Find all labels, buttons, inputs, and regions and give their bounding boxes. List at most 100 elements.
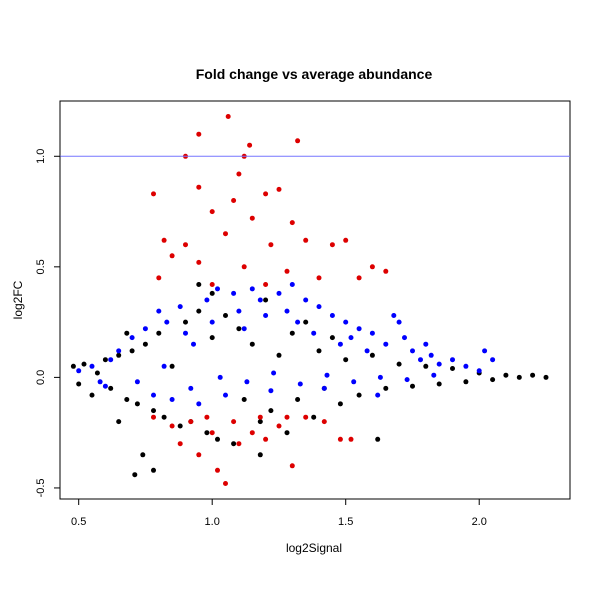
data-point-s1-22 — [257, 297, 263, 303]
data-point-s1-51 — [463, 363, 469, 369]
data-point-s2-31 — [209, 282, 215, 287]
data-point-s1-5 — [142, 326, 148, 332]
data-point-s2-18 — [268, 242, 274, 248]
data-point-s0-21 — [209, 335, 215, 341]
data-point-s1-23 — [263, 313, 269, 318]
data-point-s2-22 — [169, 253, 175, 259]
data-point-s2-23 — [196, 259, 202, 265]
data-point-s2-41 — [249, 430, 255, 436]
data-point-s2-32 — [263, 282, 269, 287]
data-point-s0-26 — [241, 397, 247, 402]
data-point-s0-31 — [276, 352, 282, 358]
data-point-s1-35 — [343, 319, 349, 325]
data-point-s2-7 — [151, 191, 156, 197]
data-point-s1-39 — [369, 330, 375, 336]
data-point-s1-61 — [244, 379, 250, 385]
data-point-s0-43 — [369, 352, 375, 358]
data-point-s0-4 — [94, 370, 100, 376]
data-point-s0-23 — [223, 313, 228, 318]
data-point-s2-13 — [249, 215, 255, 221]
data-point-s1-18 — [231, 290, 237, 296]
data-point-s0-5 — [102, 357, 108, 363]
data-point-s0-30 — [268, 408, 274, 414]
data-point-s0-65 — [116, 419, 122, 425]
data-point-s1-64 — [324, 372, 330, 378]
data-point-s2-30 — [156, 275, 162, 281]
data-point-s1-36 — [348, 335, 354, 341]
data-point-s1-57 — [134, 379, 140, 385]
data-point-s1-21 — [249, 286, 255, 292]
data-point-s2-42 — [263, 436, 269, 442]
data-point-s1-42 — [391, 313, 397, 318]
data-point-s2-50 — [204, 414, 210, 420]
data-point-s2-34 — [169, 423, 175, 429]
data-point-s2-29 — [383, 268, 389, 274]
data-point-s2-10 — [276, 186, 282, 192]
data-point-s1-44 — [402, 335, 407, 341]
data-point-s2-47 — [337, 436, 343, 442]
y-axis: -0.5 0.0 0.5 1.0 — [35, 149, 61, 497]
data-point-s0-15 — [169, 363, 175, 369]
data-point-s0-59 — [375, 436, 381, 442]
data-point-s0-0 — [70, 363, 76, 369]
data-point-s0-44 — [383, 385, 389, 391]
data-point-s0-52 — [490, 377, 496, 383]
data-point-s0-7 — [116, 352, 122, 358]
y-tick-label-2: 0.5 — [35, 259, 47, 274]
data-point-s0-10 — [134, 401, 140, 407]
points-layer — [70, 114, 549, 486]
data-point-s0-11 — [142, 341, 148, 347]
data-point-s1-24 — [268, 388, 274, 394]
data-point-s1-30 — [311, 330, 317, 336]
data-point-s1-38 — [364, 348, 370, 354]
data-point-s1-43 — [396, 319, 402, 325]
data-point-s1-14 — [204, 297, 210, 303]
data-point-s1-4 — [129, 335, 135, 341]
data-point-s0-45 — [396, 361, 402, 367]
data-point-s2-1 — [196, 131, 202, 137]
data-point-s0-34 — [295, 397, 301, 402]
data-point-s0-3 — [89, 392, 95, 398]
data-point-s0-54 — [516, 374, 522, 380]
data-point-s2-43 — [276, 423, 282, 429]
data-point-s0-27 — [249, 341, 255, 347]
data-point-s1-68 — [431, 372, 437, 378]
data-point-s0-55 — [530, 372, 536, 378]
data-point-s2-46 — [321, 419, 327, 425]
data-point-s1-40 — [375, 392, 381, 398]
data-point-s1-2 — [102, 383, 108, 389]
data-point-s1-41 — [383, 341, 389, 347]
data-point-s2-25 — [284, 268, 290, 274]
data-point-s0-8 — [124, 397, 130, 402]
data-point-s2-39 — [223, 481, 228, 486]
data-point-s1-20 — [241, 326, 247, 332]
data-point-s1-65 — [351, 379, 357, 385]
data-point-s2-51 — [231, 419, 237, 425]
data-point-s2-20 — [329, 242, 335, 248]
data-point-s2-9 — [263, 191, 269, 197]
x-tick-label-3: 2.0 — [472, 516, 487, 528]
data-point-s2-8 — [196, 184, 202, 190]
data-point-s0-29 — [263, 297, 269, 303]
data-point-s2-11 — [231, 198, 237, 203]
data-point-s1-66 — [377, 374, 383, 380]
data-point-s1-11 — [183, 330, 188, 336]
data-point-s2-44 — [289, 463, 295, 469]
data-point-s0-1 — [76, 381, 82, 387]
data-point-s1-59 — [188, 385, 194, 391]
data-point-s1-17 — [223, 392, 228, 398]
data-point-s1-1 — [89, 363, 95, 369]
data-point-s1-13 — [196, 401, 202, 407]
data-point-s2-40 — [236, 441, 242, 447]
data-point-s2-12 — [209, 209, 215, 215]
data-point-s2-49 — [177, 441, 183, 447]
data-point-s0-2 — [81, 361, 87, 367]
data-point-s0-60 — [196, 282, 202, 287]
data-point-s1-58 — [161, 363, 167, 369]
data-point-s2-3 — [295, 138, 301, 144]
data-point-s1-46 — [418, 357, 423, 363]
data-point-s1-29 — [303, 297, 309, 303]
y-tick-label-1: 0.0 — [35, 370, 47, 385]
data-point-s2-19 — [303, 237, 309, 243]
